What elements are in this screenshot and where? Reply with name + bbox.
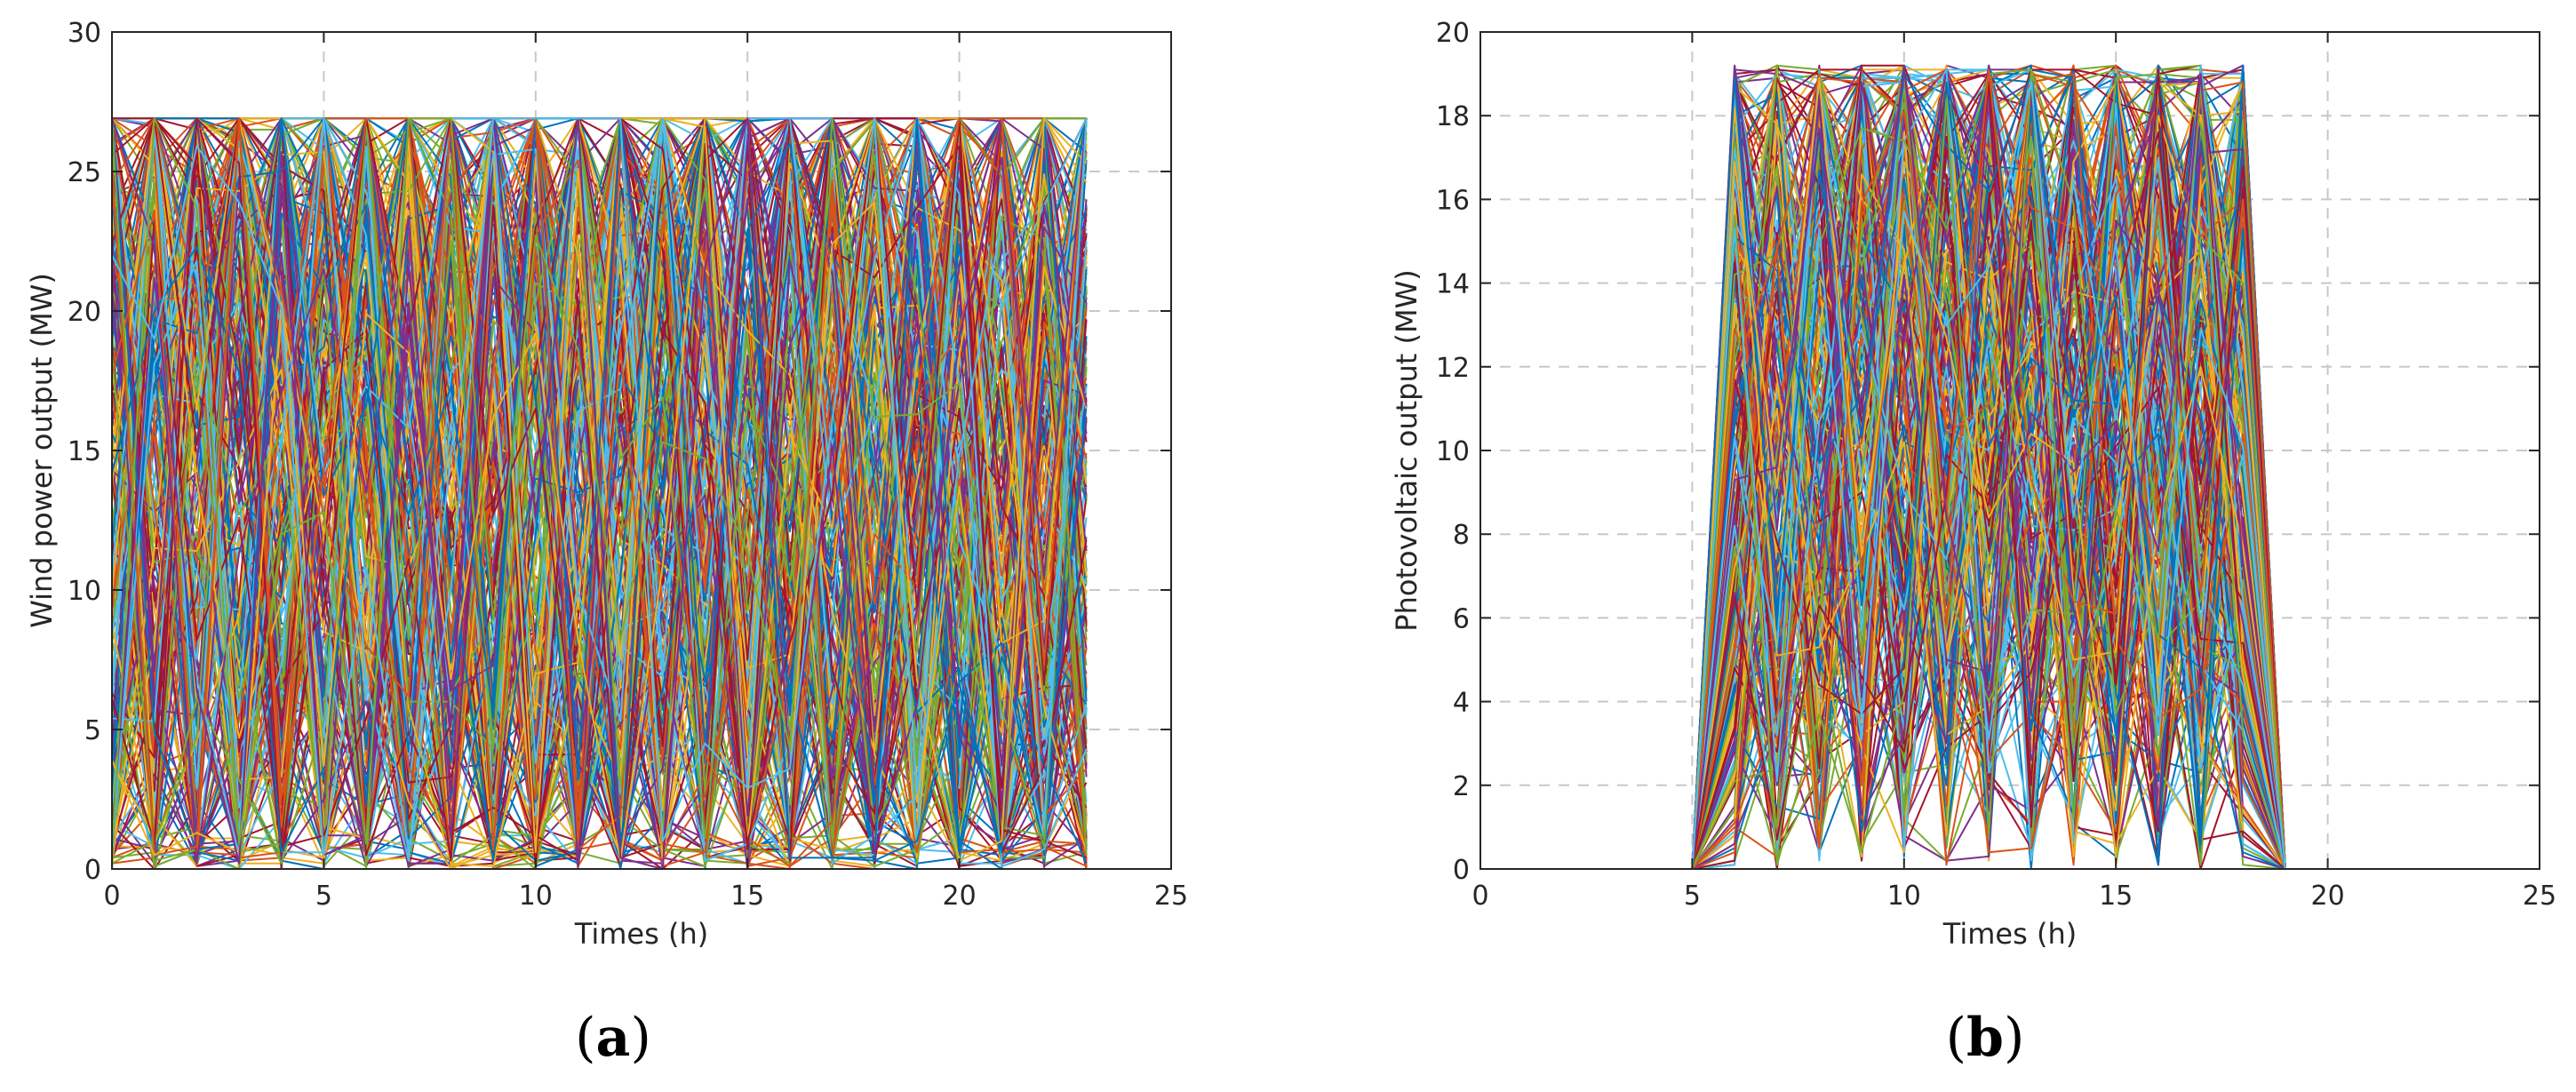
x-tick-label: 5 [1684, 881, 1701, 912]
series-line [112, 117, 1088, 867]
y-tick-label: 6 [1453, 603, 1470, 634]
y-tick-label: 0 [1453, 855, 1470, 886]
x-tick-label: 25 [1154, 881, 1188, 912]
ticks-a: 0 5 10 15 20 25 0 5 10 15 20 25 30 [68, 18, 1188, 912]
panel-label-a-open: ( [575, 1007, 595, 1069]
x-tick-label: 0 [1471, 881, 1488, 912]
x-tick-label: 10 [519, 881, 553, 912]
y-tick-label: 4 [1453, 688, 1470, 719]
y-tick-label: 2 [1453, 771, 1470, 802]
x-tick-label: 10 [1887, 881, 1921, 912]
y-tick-label: 14 [1436, 269, 1470, 300]
chart-panel-a: 0 5 10 15 20 25 0 5 10 15 20 25 30 Times (h) Wind po… [25, 18, 1188, 1069]
ticks-b: 0 5 10 15 20 25 0 2 4 6 8 10 12 14 16 18 20 [1436, 18, 2556, 912]
panel-label-a-letter: a [596, 1007, 631, 1069]
x-tick-label: 20 [943, 881, 977, 912]
series-line [111, 117, 1088, 862]
x-tick-label: 20 [2311, 881, 2345, 912]
series-line [111, 117, 1088, 865]
y-tick-label: 15 [68, 436, 101, 467]
panel-label-b-open: ( [1946, 1007, 1966, 1069]
y-tick-label: 30 [68, 18, 101, 49]
series-line [111, 117, 1088, 867]
series-line [111, 117, 1088, 867]
series-line [111, 117, 1088, 865]
y-tick-label: 0 [84, 855, 101, 886]
y-tick-label: 18 [1436, 101, 1470, 132]
data-lines-a [111, 117, 1088, 870]
x-tick-label: 15 [730, 881, 764, 912]
series-line [111, 117, 1088, 870]
series-line [111, 117, 1088, 867]
y-tick-label: 10 [1436, 436, 1470, 467]
x-axis-label-a: Times (h) [574, 917, 708, 951]
panel-label-a-close: ) [630, 1007, 650, 1069]
y-tick-label: 20 [1436, 18, 1470, 49]
x-tick-label: 25 [2523, 881, 2556, 912]
x-axis-label-b: Times (h) [1942, 917, 2077, 951]
y-tick-label: 12 [1436, 353, 1470, 384]
chart-panel-b: 0 5 10 15 20 25 0 2 4 6 8 10 12 14 16 18 20 Times (h) Ph… [1390, 18, 2556, 1069]
y-axis-label-a: Wind power output (MW) [25, 273, 59, 628]
panel-label-b: (b) [1946, 1007, 2025, 1069]
y-axis-label-b: Photovoltaic output (MW) [1390, 269, 1424, 631]
series-line [111, 117, 1088, 857]
panel-label-a: (a) [575, 1007, 651, 1069]
series-line [111, 117, 1088, 857]
x-tick-label: 5 [315, 881, 332, 912]
x-tick-label: 0 [103, 881, 120, 912]
y-tick-label: 8 [1453, 520, 1470, 551]
series-line [111, 117, 1088, 853]
y-tick-label: 10 [68, 576, 101, 607]
x-tick-label: 15 [2099, 881, 2133, 912]
y-tick-label: 5 [84, 715, 101, 746]
series-line [111, 117, 1088, 862]
y-tick-label: 20 [68, 297, 101, 328]
series-line [111, 117, 1088, 859]
y-tick-label: 25 [68, 157, 101, 188]
series-line [111, 117, 1088, 870]
series-line [111, 117, 1088, 870]
panel-label-b-close: ) [2004, 1007, 2024, 1069]
panel-label-b-letter: b [1966, 1007, 2004, 1069]
y-tick-label: 16 [1436, 185, 1470, 216]
